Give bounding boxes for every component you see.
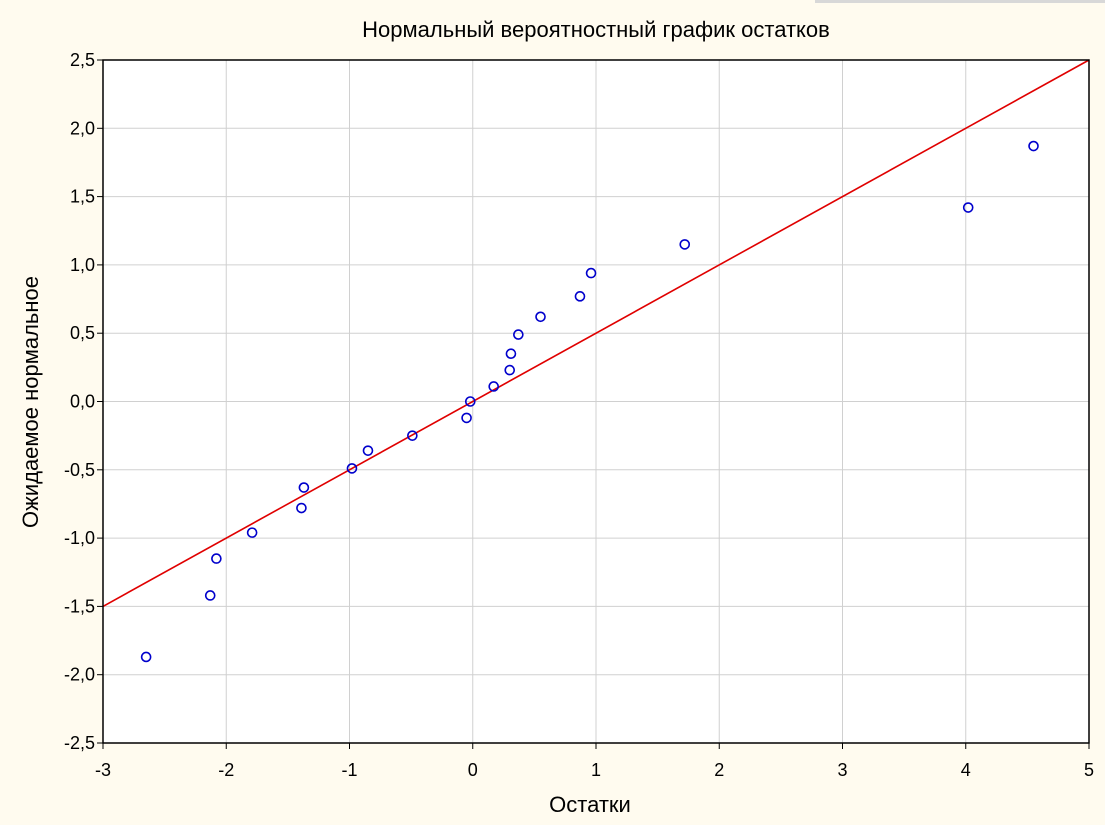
y-tick-label: 0,0: [70, 392, 95, 412]
y-tick-label: -1,5: [64, 596, 95, 616]
x-tick-label: 5: [1084, 760, 1094, 780]
y-tick-label: -0,5: [64, 460, 95, 480]
data-point: [246, 527, 258, 538]
chart-title: Нормальный вероятностный график остатков: [362, 17, 830, 42]
data-point: [962, 202, 974, 213]
x-tick-label: 4: [961, 760, 971, 780]
data-point: [513, 329, 524, 340]
x-tick-label: -2: [218, 760, 234, 780]
y-axis-title: Ожидаемое нормальное: [18, 276, 43, 528]
data-point: [464, 396, 476, 407]
y-tick-label: -1,0: [64, 528, 95, 548]
data-point: [362, 445, 374, 456]
data-point: [461, 412, 472, 424]
data-point: [407, 430, 418, 441]
data-point: [574, 291, 586, 302]
data-point: [505, 348, 517, 359]
x-tick-label: -3: [95, 760, 111, 780]
y-tick-label: 1,0: [70, 255, 95, 275]
data-point: [346, 463, 358, 474]
data-point: [211, 553, 222, 564]
data-point: [296, 502, 307, 514]
data-points: [140, 140, 1039, 663]
y-tick-label: 1,5: [70, 187, 95, 207]
fit-line-layer: [102, 59, 1090, 608]
data-point: [535, 311, 546, 323]
plot-frame: [102, 59, 1090, 744]
x-axis-title: Остатки: [549, 792, 631, 817]
x-tick-label: 2: [714, 760, 724, 780]
y-tick-label: 2,5: [70, 50, 95, 70]
data-point: [679, 239, 691, 250]
axis-ticks: -3 -2 -1 0 1 2 3 4 5 2,5 2,0 1,5 1,0 0,5 0,0 -0,5 -1,0 -1…: [64, 50, 1094, 780]
expected-normal-line: [102, 59, 1090, 608]
data-point: [140, 651, 152, 663]
data-point: [1028, 140, 1039, 152]
data-point: [585, 267, 597, 279]
y-tick-label: 0,5: [70, 323, 95, 343]
data-point: [298, 482, 310, 493]
x-tick-label: -1: [341, 760, 357, 780]
data-point: [204, 590, 216, 601]
y-tick-label: -2,0: [64, 665, 95, 685]
x-tick-label: 3: [837, 760, 847, 780]
data-point: [504, 364, 516, 376]
top-border-strip: [815, 0, 1105, 3]
x-tick-label: 1: [591, 760, 601, 780]
y-tick-label: 2,0: [70, 118, 95, 138]
x-tick-label: 0: [468, 760, 478, 780]
data-point: [488, 381, 500, 392]
y-tick-label: -2,5: [64, 733, 95, 753]
